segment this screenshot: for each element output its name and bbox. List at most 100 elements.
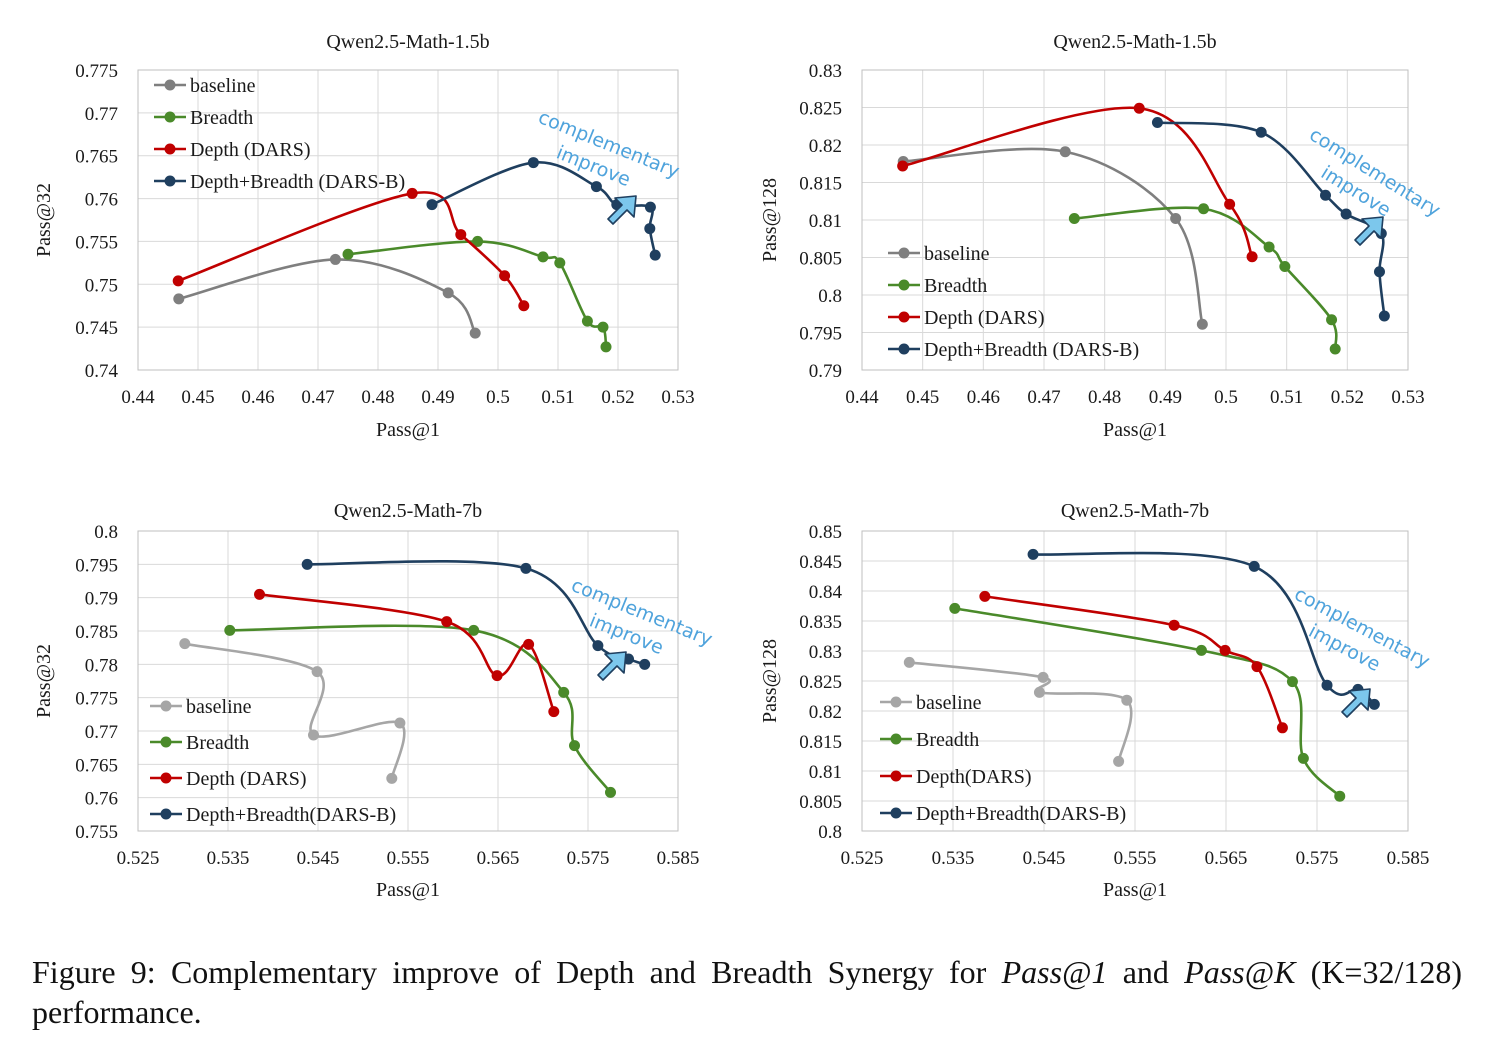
y-axis-label: Pass@32 (33, 644, 55, 718)
data-point (518, 300, 530, 312)
y-tick-label: 0.8 (818, 822, 842, 843)
data-point (581, 315, 593, 327)
data-point (1168, 619, 1180, 631)
data-point (1368, 698, 1380, 710)
x-tick-label: 0.545 (297, 848, 340, 869)
y-tick-label: 0.78 (85, 655, 118, 676)
legend-swatch-marker (890, 807, 902, 819)
legend-label: Breadth (186, 732, 249, 754)
data-point (173, 293, 185, 305)
plot-area (861, 530, 1409, 832)
chart-title: Qwen2.5-Math-7b (334, 500, 482, 522)
data-point (1340, 208, 1352, 220)
caption-em-pass1: Pass@1 (1001, 954, 1108, 990)
data-point (329, 253, 341, 265)
data-point (426, 199, 438, 211)
data-point (644, 201, 656, 213)
data-point (1251, 661, 1263, 673)
series-line (259, 593, 556, 713)
data-point (1297, 752, 1309, 764)
y-tick-label: 0.795 (799, 324, 842, 345)
y-tick-label: 0.825 (799, 99, 842, 120)
data-point (1263, 241, 1275, 253)
arrow-icon (607, 195, 637, 225)
data-point (1196, 318, 1208, 330)
data-point (311, 666, 323, 678)
data-point (600, 341, 612, 353)
x-tick-label: 0.565 (1205, 848, 1248, 869)
series-line (177, 191, 525, 307)
data-point (1133, 102, 1145, 114)
x-tick-label: 0.535 (932, 848, 975, 869)
x-tick-label: 0.48 (361, 387, 394, 408)
data-point (224, 624, 236, 636)
y-tick-label: 0.81 (809, 211, 842, 232)
data-point (468, 624, 480, 636)
y-axis-label: Pass@32 (33, 183, 55, 257)
x-tick-label: 0.46 (967, 387, 1000, 408)
data-point (1246, 251, 1258, 263)
data-point (590, 181, 602, 193)
y-tick-label: 0.83 (809, 61, 842, 82)
data-point (903, 656, 915, 668)
plot-area (137, 530, 679, 832)
data-point (172, 275, 184, 287)
x-tick-label: 0.45 (906, 387, 939, 408)
y-tick-label: 0.845 (799, 552, 842, 573)
data-point (386, 772, 398, 784)
data-point (1248, 560, 1260, 572)
chart-panel: Qwen2.5-Math-7b 0.525 0.535 0.545 0.555 0.565… (759, 500, 1433, 901)
x-tick-label: 0.555 (387, 848, 430, 869)
x-tick-label: 0.555 (1114, 848, 1157, 869)
x-tick-label: 0.53 (661, 387, 694, 408)
data-point (639, 658, 651, 670)
figure-caption: Figure 9: Complementary improve of Depth… (32, 952, 1462, 1032)
legend-label: baseline (916, 692, 982, 714)
data-point (308, 729, 319, 741)
y-tick-label: 0.835 (799, 612, 842, 633)
y-tick-label: 0.825 (799, 672, 842, 693)
data-point (1068, 213, 1080, 224)
x-tick-label: 0.525 (117, 848, 160, 869)
series-line (902, 106, 1254, 258)
data-point (1329, 343, 1341, 355)
legend-swatch-marker (164, 111, 176, 123)
data-point (1224, 198, 1236, 210)
x-tick-label: 0.49 (1149, 387, 1182, 408)
y-tick-label: 0.83 (809, 642, 842, 663)
data-point (1170, 213, 1182, 224)
data-point (254, 588, 265, 600)
arrow-icon (1354, 216, 1384, 246)
arrow-icon (1341, 688, 1371, 718)
data-point (597, 321, 609, 333)
data-point (558, 686, 570, 698)
x-tick-label: 0.53 (1391, 387, 1424, 408)
y-tick-label: 0.77 (85, 722, 118, 743)
x-tick-label: 0.5 (1214, 387, 1238, 408)
y-tick-label: 0.76 (85, 190, 118, 211)
data-point (949, 602, 961, 614)
x-tick-label: 0.52 (601, 387, 634, 408)
y-tick-label: 0.82 (809, 702, 842, 723)
x-tick-label: 0.585 (1387, 848, 1430, 869)
legend-swatch-marker (160, 736, 172, 748)
data-point (1151, 117, 1163, 128)
data-point (520, 562, 532, 574)
x-tick-label: 0.535 (207, 848, 250, 869)
data-point (455, 229, 467, 241)
x-tick-label: 0.525 (841, 848, 884, 869)
x-tick-label: 0.585 (657, 848, 700, 869)
y-tick-label: 0.84 (809, 582, 843, 603)
data-point (1326, 314, 1338, 326)
data-point (1219, 644, 1231, 656)
data-point (569, 740, 580, 752)
chart-title: Qwen2.5-Math-1.5b (1053, 31, 1216, 53)
x-tick-label: 0.44 (121, 387, 155, 408)
plot-area (861, 69, 1409, 371)
x-tick-label: 0.44 (845, 387, 879, 408)
data-point (179, 638, 191, 650)
caption-em-passk: Pass@K (1184, 954, 1296, 990)
y-tick-label: 0.8 (818, 286, 842, 307)
y-tick-label: 0.765 (75, 147, 118, 168)
y-axis-label: Pass@128 (759, 639, 781, 723)
